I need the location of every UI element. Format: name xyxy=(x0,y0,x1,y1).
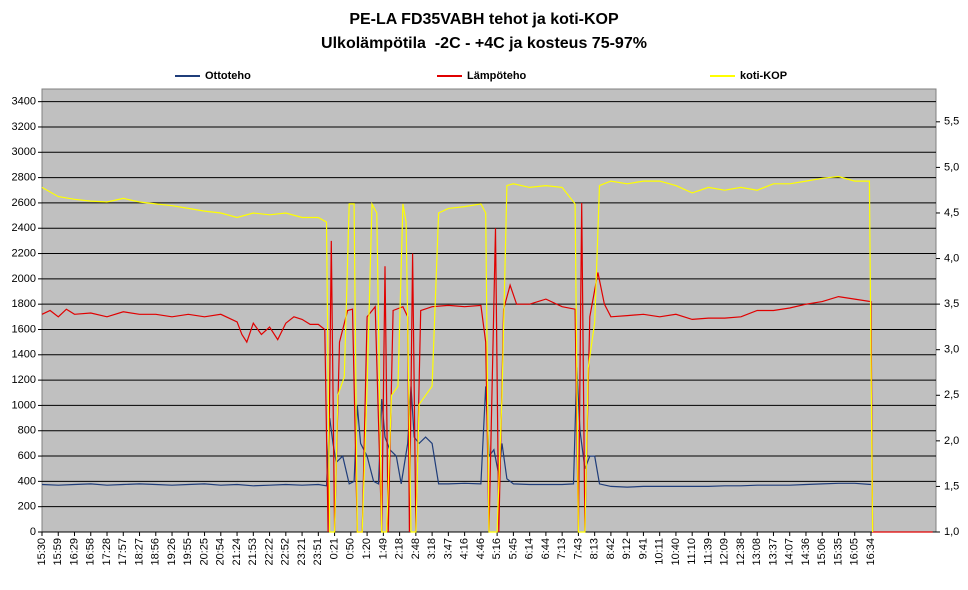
y-tick-label: 3400 xyxy=(12,96,36,108)
x-tick-label: 21:53 xyxy=(247,538,259,566)
y2-tick-label: 4,5 xyxy=(944,207,959,219)
x-tick-label: 6:14 xyxy=(524,538,536,559)
y-tick-label: 1000 xyxy=(12,399,36,411)
x-tick-label: 3:18 xyxy=(426,538,438,559)
legend-label: Lämpöteho xyxy=(467,70,527,82)
x-tick-label: 20:25 xyxy=(198,538,210,566)
x-tick-label: 7:43 xyxy=(572,538,584,559)
y2-tick-label: 4,0 xyxy=(944,252,959,264)
y-tick-label: 1200 xyxy=(12,374,36,386)
x-tick-label: 11:39 xyxy=(702,538,714,565)
x-tick-label: 5:45 xyxy=(507,538,519,559)
x-tick-label: 7:13 xyxy=(556,538,568,559)
x-tick-label: 9:41 xyxy=(637,538,649,559)
y2-tick-label: 1,0 xyxy=(944,526,959,538)
y-tick-label: 1600 xyxy=(12,323,36,335)
legend-label: Ottoteho xyxy=(205,70,251,82)
chart-title: PE-LA FD35VABH tehot ja koti-KOP xyxy=(349,11,619,28)
x-tick-label: 22:22 xyxy=(263,538,275,566)
x-tick-label: 1:49 xyxy=(377,538,389,559)
chart-subtitle: Ulkolämpötila -2C - +4C ja kosteus 75-97… xyxy=(321,35,647,52)
series-line xyxy=(41,367,872,488)
x-tick-label: 6:44 xyxy=(540,538,552,559)
x-tick-label: 1:20 xyxy=(361,538,373,559)
y-tick-label: 3000 xyxy=(12,146,36,158)
x-tick-label: 10:11 xyxy=(654,538,666,565)
y-tick-label: 800 xyxy=(18,425,36,437)
y-tick-label: 400 xyxy=(18,475,36,487)
y-tick-label: 2200 xyxy=(12,247,36,259)
x-tick-label: 0:21 xyxy=(328,538,340,559)
x-tick-label: 15:06 xyxy=(816,538,828,566)
x-tick-label: 21:24 xyxy=(231,538,243,566)
y-tick-label: 3200 xyxy=(12,121,36,133)
x-tick-label: 15:59 xyxy=(52,538,64,566)
x-tick-label: 12:38 xyxy=(735,538,747,566)
x-tick-label: 12:09 xyxy=(719,538,731,566)
y-tick-label: 2800 xyxy=(12,172,36,184)
x-tick-label: 19:55 xyxy=(182,538,194,566)
x-tick-label: 16:05 xyxy=(849,538,861,566)
x-tick-label: 9:12 xyxy=(621,538,633,559)
y-tick-label: 0 xyxy=(30,526,36,538)
x-tick-label: 14:07 xyxy=(784,538,796,566)
x-tick-label: 10:40 xyxy=(670,538,682,566)
y-tick-label: 1800 xyxy=(12,298,36,310)
x-tick-label: 4:16 xyxy=(459,538,471,559)
x-tick-label: 14:36 xyxy=(800,538,812,566)
x-tick-label: 23:51 xyxy=(312,538,324,566)
x-tick-label: 16:58 xyxy=(85,538,97,566)
x-tick-label: 18:27 xyxy=(133,538,145,566)
x-tick-label: 17:57 xyxy=(117,538,129,566)
x-tick-label: 16:34 xyxy=(865,538,877,566)
x-tick-label: 17:28 xyxy=(101,538,113,566)
series-line xyxy=(41,175,874,533)
y-tick-label: 1400 xyxy=(12,349,36,361)
x-tick-label: 15:30 xyxy=(36,538,48,566)
x-tick-label: 13:37 xyxy=(767,538,779,566)
x-tick-label: 13:08 xyxy=(751,538,763,566)
series-line xyxy=(41,202,933,533)
y2-tick-label: 3,5 xyxy=(944,298,959,310)
y2-tick-label: 5,0 xyxy=(944,161,959,173)
y2-tick-label: 2,0 xyxy=(944,435,959,447)
x-tick-label: 8:42 xyxy=(605,538,617,559)
x-tick-label: 16:29 xyxy=(68,538,80,566)
x-tick-label: 3:47 xyxy=(442,538,454,559)
x-tick-label: 22:52 xyxy=(280,538,292,566)
x-tick-label: 11:10 xyxy=(686,538,698,565)
x-tick-label: 5:16 xyxy=(491,538,503,559)
y2-tick-label: 2,5 xyxy=(944,389,959,401)
x-tick-label: 2:48 xyxy=(410,538,422,559)
y-tick-label: 2400 xyxy=(12,222,36,234)
y-tick-label: 600 xyxy=(18,450,36,462)
x-tick-label: 18:56 xyxy=(150,538,162,566)
x-tick-label: 19:26 xyxy=(166,538,178,566)
y2-tick-label: 3,0 xyxy=(944,344,959,356)
x-tick-label: 23:21 xyxy=(296,538,308,566)
x-tick-label: 8:13 xyxy=(589,538,601,559)
y-tick-label: 200 xyxy=(18,501,36,513)
x-tick-label: 20:54 xyxy=(215,538,227,566)
plot-area xyxy=(41,88,937,533)
y-tick-label: 2000 xyxy=(12,273,36,285)
legend-label: koti-KOP xyxy=(740,70,787,82)
y2-tick-label: 5,5 xyxy=(944,116,959,128)
y2-tick-label: 1,5 xyxy=(944,480,959,492)
x-tick-label: 0:50 xyxy=(345,538,357,559)
x-tick-label: 2:18 xyxy=(394,538,406,559)
x-tick-label: 15:35 xyxy=(832,538,844,566)
x-tick-label: 4:46 xyxy=(475,538,487,559)
y-tick-label: 2600 xyxy=(12,197,36,209)
